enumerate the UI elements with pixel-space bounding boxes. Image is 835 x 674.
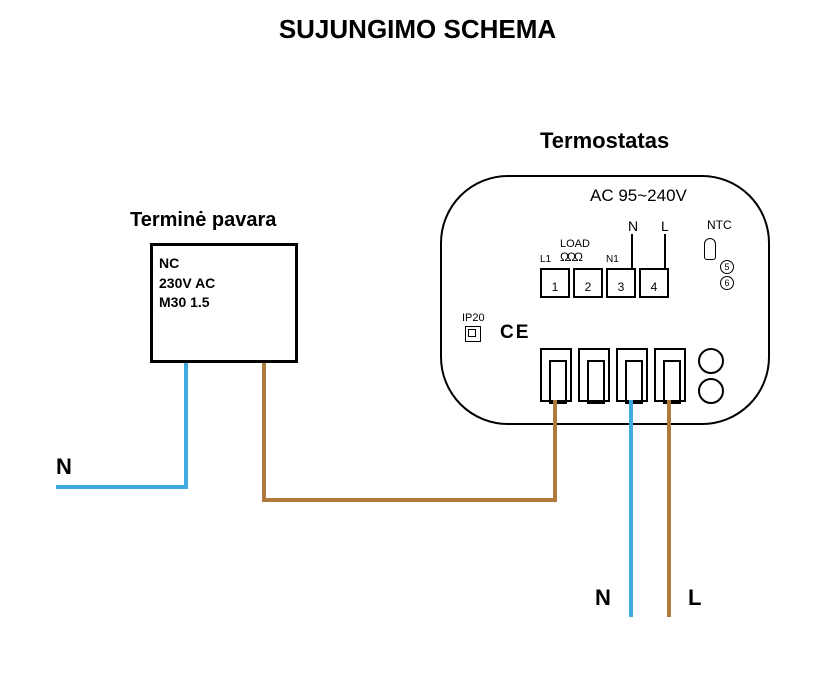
ip20-icon [465,326,481,342]
actuator-box: NC 230V AC M30 1.5 [150,243,298,363]
ce-mark-label: CE [500,322,530,344]
n-in-label: N [595,585,611,611]
ntc-label: NTC [707,218,732,232]
mount-hole-1 [698,348,724,374]
n-top-label: N [628,218,638,234]
l-lead-line [664,234,666,268]
actuator-line1: NC [159,254,289,274]
actuator-label: Terminė pavara [130,209,276,232]
numbered-terminal-label-2: 2 [575,280,601,294]
big-terminal-4 [654,348,686,402]
numbered-terminal-4: 4 [639,268,669,298]
numbered-terminal-label-3: 3 [608,280,634,294]
n-left-label: N [56,454,72,480]
ntc-bulb-icon [704,238,716,260]
numbered-terminal-3: 3 [606,268,636,298]
load-spring-icon: ΩΩΩ [560,250,581,264]
n-lead-line [631,234,633,268]
numbered-terminal-label-1: 1 [542,280,568,294]
big-terminal-2 [578,348,610,402]
ip20-label: IP20 [462,312,485,324]
n1-label: N1 [606,254,619,265]
load-label: LOAD [560,238,590,250]
l-top-label: L [661,218,669,234]
big-terminal-1 [540,348,572,402]
actuator-line2: 230V AC [159,274,289,294]
numbered-terminal-2: 2 [573,268,603,298]
ac-voltage-label: AC 95~240V [590,186,687,206]
l-in-label: L [688,585,701,611]
ntc-5-icon: 5 [720,260,734,274]
l1-label: L1 [540,254,551,265]
diagram-title: SUJUNGIMO SCHEMA [0,14,835,45]
mount-hole-2 [698,378,724,404]
actuator-line3: M30 1.5 [159,293,289,313]
numbered-terminal-1: 1 [540,268,570,298]
big-terminal-3 [616,348,648,402]
thermostat-label: Termostatas [540,128,669,154]
ntc-6-icon: 6 [720,276,734,290]
numbered-terminal-label-4: 4 [641,280,667,294]
